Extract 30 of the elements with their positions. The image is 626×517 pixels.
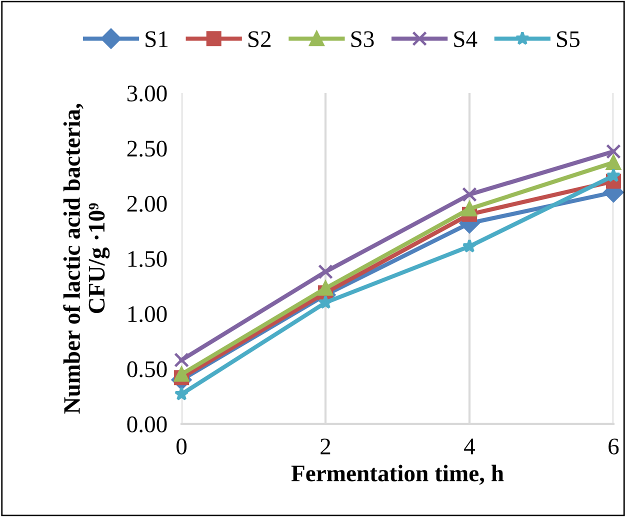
x-tick-label: 4	[464, 438, 476, 454]
point	[318, 295, 333, 309]
y-tick-label: 0.50	[127, 361, 167, 378]
point	[318, 264, 334, 280]
point	[174, 366, 190, 382]
x-axis-title: Fermentation time, h	[291, 464, 504, 485]
x-tick-label: 0	[176, 438, 187, 454]
y-axis-title: Number of lactic acid bacteria, CFU/g ·10⁹	[63, 104, 110, 414]
point	[606, 168, 621, 182]
legend-label: S3	[351, 31, 374, 48]
y-tick-label: 0.00	[127, 416, 167, 432]
legend-label: S5	[557, 31, 580, 48]
y-tick-label: 2.00	[127, 196, 167, 212]
point	[462, 201, 477, 216]
x-tick-label: 2	[320, 438, 330, 454]
point	[174, 386, 189, 400]
point	[462, 238, 477, 253]
y-tick-label: 1.00	[128, 306, 167, 322]
point	[462, 187, 477, 202]
point	[606, 155, 621, 170]
point	[606, 144, 621, 160]
legend-label: S1	[146, 31, 168, 48]
y-tick-label: 1.50	[128, 250, 167, 268]
legend-label: S4	[454, 31, 478, 48]
y-tick-label: 3.00	[127, 86, 167, 102]
point	[174, 352, 190, 368]
legend-label: S2	[248, 31, 271, 48]
y-tick-label: 2.50	[127, 140, 167, 157]
x-tick-label: 6	[608, 438, 619, 454]
point	[318, 280, 334, 296]
